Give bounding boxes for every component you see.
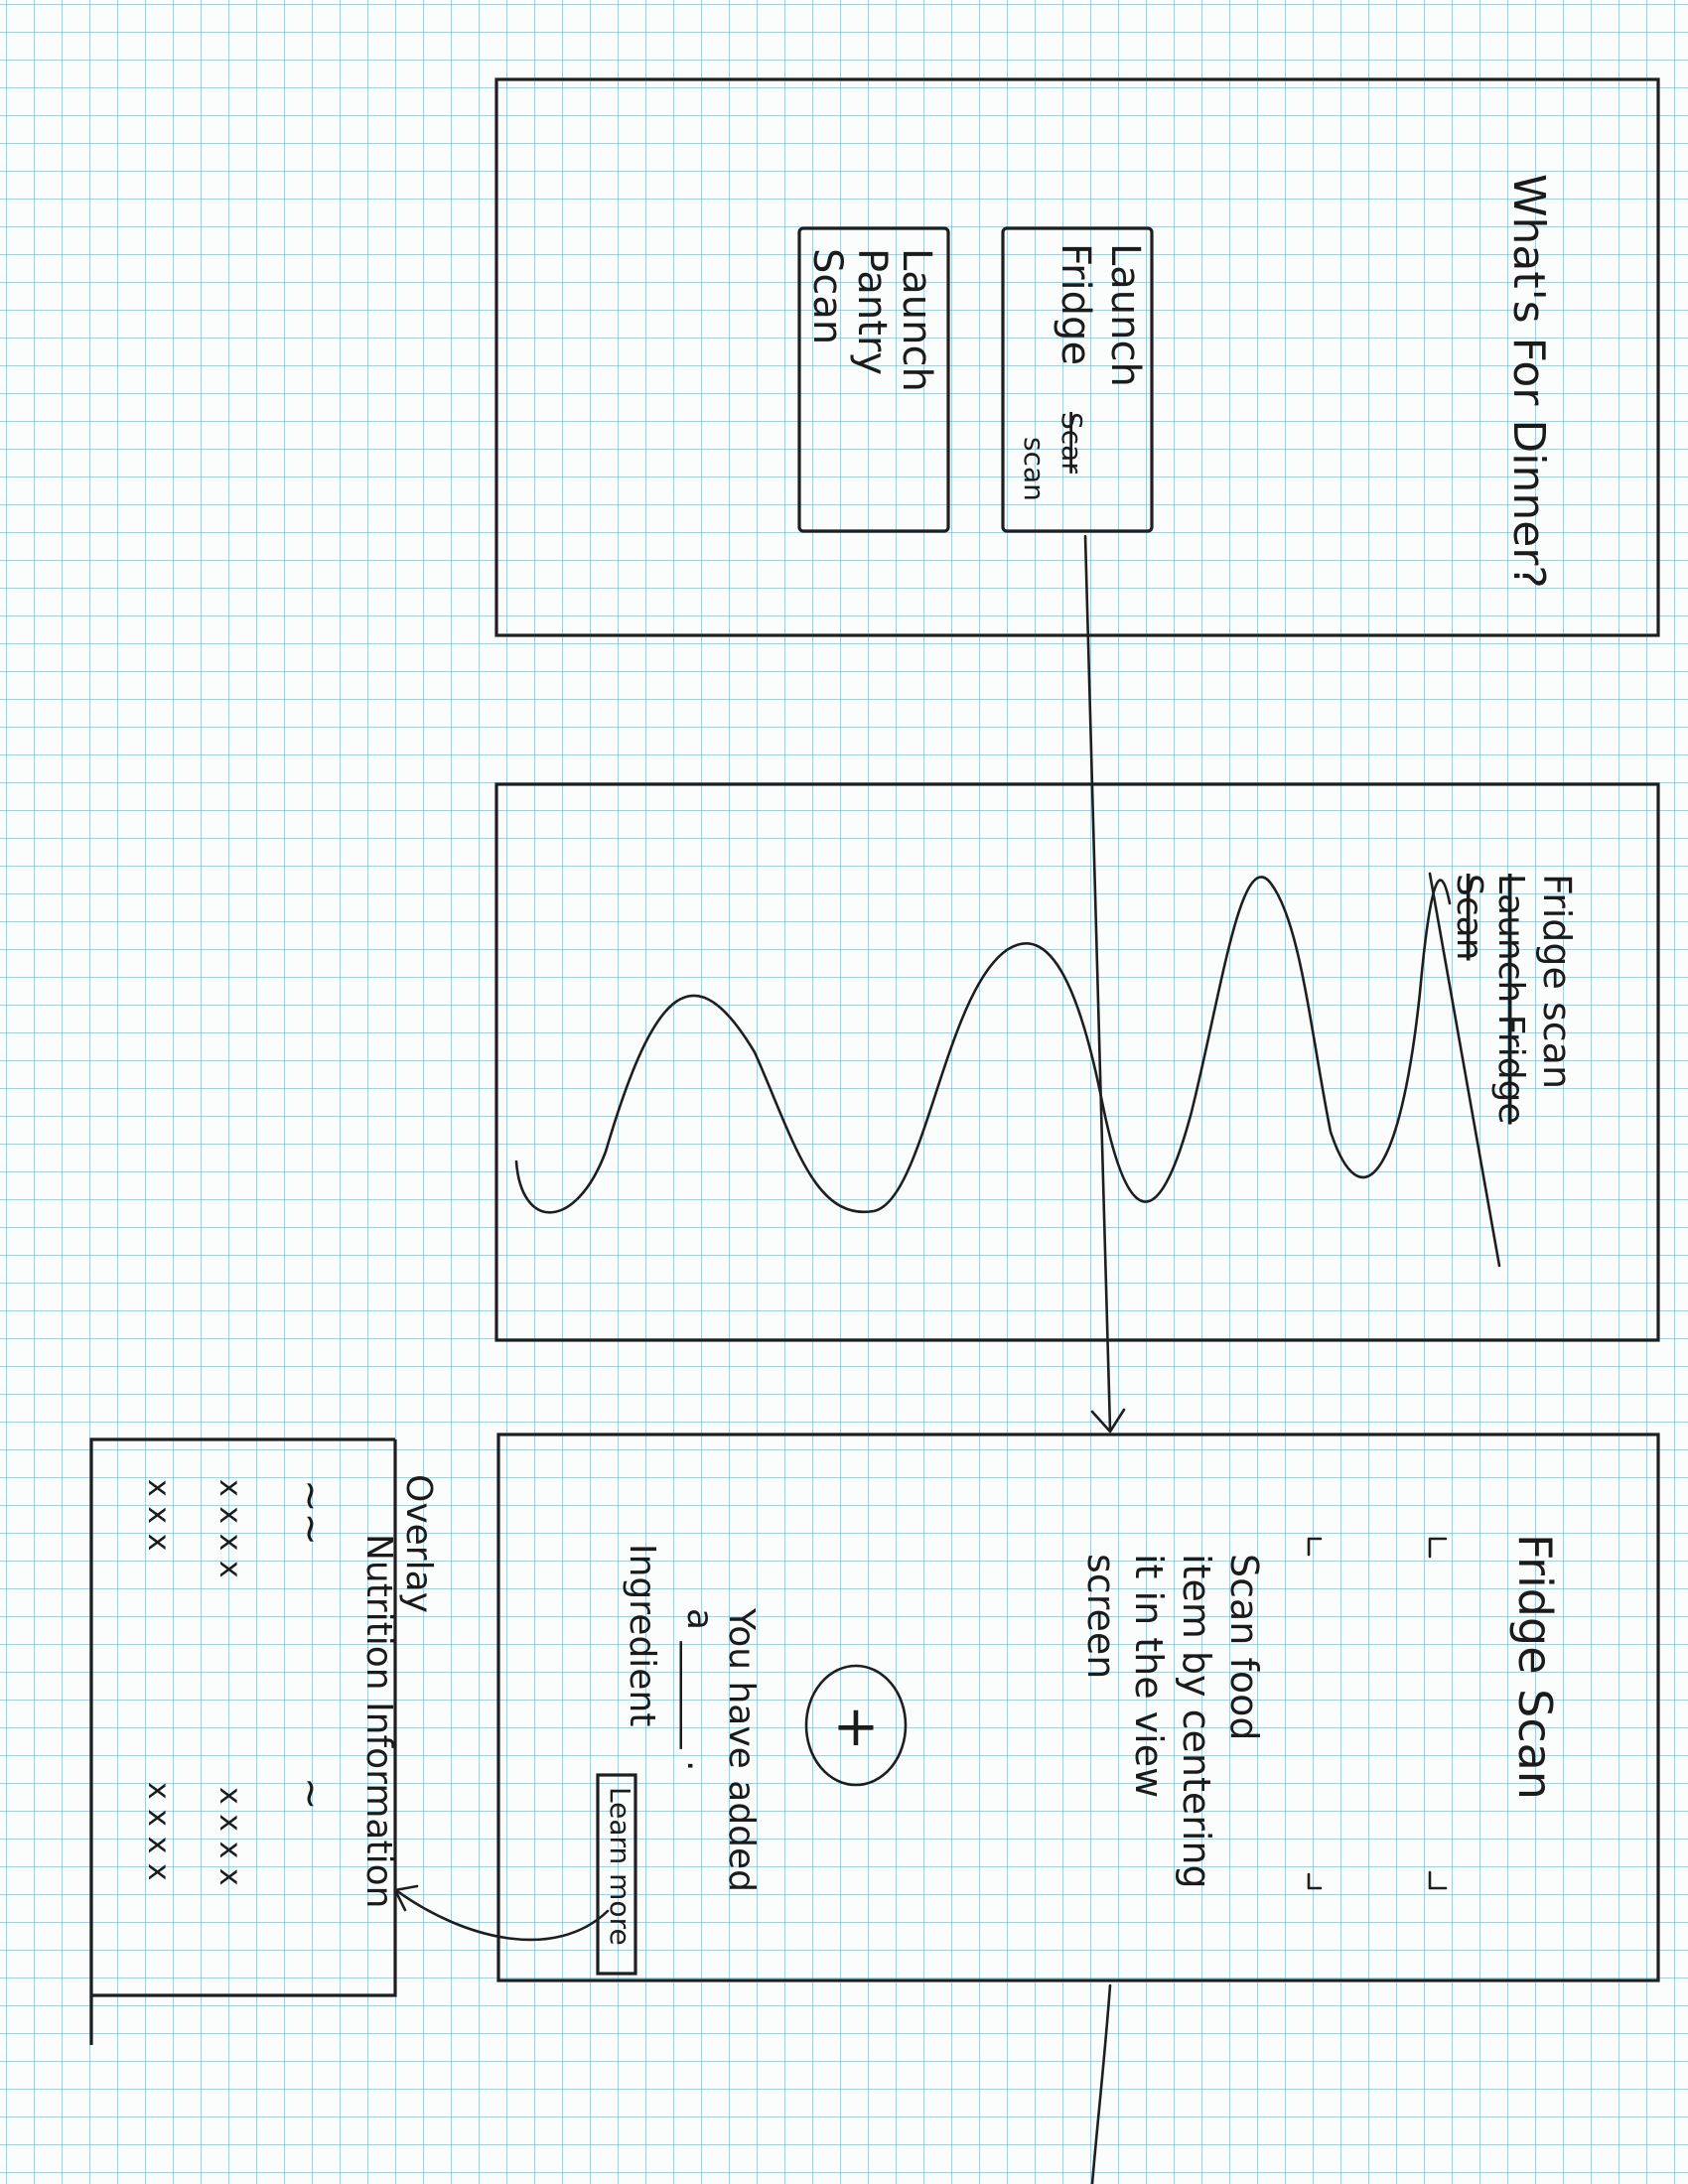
fridge-scan-screen-frame [496, 1433, 1660, 1982]
scanning-screen-frame [494, 782, 1660, 1342]
flow-arrow-learn-more-to-overlay [393, 1884, 610, 1942]
svg-text:~: ~ [288, 1777, 334, 1811]
svg-text:a ______ .: a ______ . [679, 1608, 720, 1771]
pantry-button-line2: Pantry [849, 248, 895, 375]
fridge-button-line3: scan [1018, 437, 1051, 501]
svg-text:Fridge scan: Fridge scan [1535, 874, 1579, 1089]
flow-line-offpage [1090, 1983, 1112, 2184]
scratch-out-line [1428, 872, 1501, 1268]
svg-text:Overlay: Overlay [398, 1474, 439, 1613]
added-message: You have added a ______ . [679, 1607, 762, 1892]
svg-text:Scan: Scan [1449, 874, 1489, 961]
scan-instructions: Scan food item by centering it in the vi… [1079, 1554, 1266, 1889]
svg-text:What's For Dinner?: What's For Dinner? [1503, 174, 1554, 589]
scanning-title-struck: Launch Fridge [1490, 874, 1531, 1125]
scanning-title-struck-2: Scan [1449, 874, 1489, 961]
svg-text:You have added: You have added [721, 1607, 762, 1892]
svg-text:x x x x: x x x x [212, 1787, 247, 1886]
svg-text:Nutrition Information: Nutrition Information [358, 1534, 399, 1908]
flow-arrow-launch-to-scan [1083, 534, 1126, 1433]
ingredient-label: Ingredient [622, 1544, 662, 1726]
screen-scanning: Fridge scan Launch Fridge Scan [494, 782, 1660, 1342]
overlay-squiggle-left: ~~ [288, 1479, 334, 1546]
pantry-button-line1: Launch [894, 248, 939, 392]
learn-more-label: Learn more [604, 1787, 636, 1946]
add-ingredient-button[interactable]: + [804, 1664, 908, 1787]
svg-text:it in the view: it in the view [1127, 1554, 1171, 1798]
pantry-button-line3: Scan [804, 248, 850, 344]
overlay-frame-left [89, 1437, 395, 2045]
overlay-row2-right: x x x x [141, 1782, 176, 1881]
learn-more-button[interactable]: Learn more [596, 1773, 637, 1976]
svg-text:Launch Fridge: Launch Fridge [1490, 874, 1531, 1125]
svg-text:item by centering: item by centering [1175, 1554, 1218, 1889]
scanning-title-new: Fridge scan [1535, 874, 1579, 1089]
overlay-subtitle: Nutrition Information [358, 1534, 399, 1908]
svg-text:Ingredient: Ingredient [622, 1544, 662, 1726]
overlay-frame-right [91, 1439, 397, 1997]
fridge-scan-title: Fridge Scan [1508, 1534, 1562, 1800]
fridge-button-struck: Scar [1055, 412, 1088, 474]
svg-text:Fridge Scan: Fridge Scan [1508, 1534, 1562, 1800]
fridge-button-line2: Fridge [1053, 243, 1098, 365]
home-title: What's For Dinner? [1503, 174, 1554, 589]
svg-text:screen: screen [1079, 1554, 1123, 1679]
plus-icon: + [833, 1695, 880, 1759]
launch-fridge-scan-button[interactable]: Launch Fridge Scar scan [1001, 226, 1154, 533]
loading-wave [514, 876, 1452, 1214]
screen-fridge-scan: Fridge Scan Scan food item by centering … [496, 1433, 1660, 1982]
overlay-row2-left: x x x [141, 1479, 176, 1551]
viewfinder-frame [1307, 1537, 1448, 1890]
svg-text:~~: ~~ [288, 1479, 334, 1546]
svg-text:x x x: x x x [141, 1479, 176, 1551]
screen-home: What's For Dinner? Launch Fridge Scar sc… [494, 77, 1660, 637]
overlay-squiggle-right: ~ [288, 1777, 334, 1811]
overlay-row1-left: x x x x [212, 1479, 247, 1578]
svg-text:x x x x: x x x x [141, 1782, 176, 1881]
overlay-nutrition-panel: Overlay Nutrition Information ~~ ~ x x x… [89, 1437, 439, 2045]
svg-text:x x x x: x x x x [212, 1479, 247, 1578]
overlay-row1-right: x x x x [212, 1787, 247, 1886]
overlay-title: Overlay [398, 1474, 439, 1613]
home-screen-frame [494, 77, 1660, 637]
svg-text:Scan food: Scan food [1222, 1554, 1266, 1740]
launch-pantry-scan-button[interactable]: Launch Pantry Scan [797, 226, 950, 533]
fridge-button-line1: Launch [1102, 243, 1148, 387]
